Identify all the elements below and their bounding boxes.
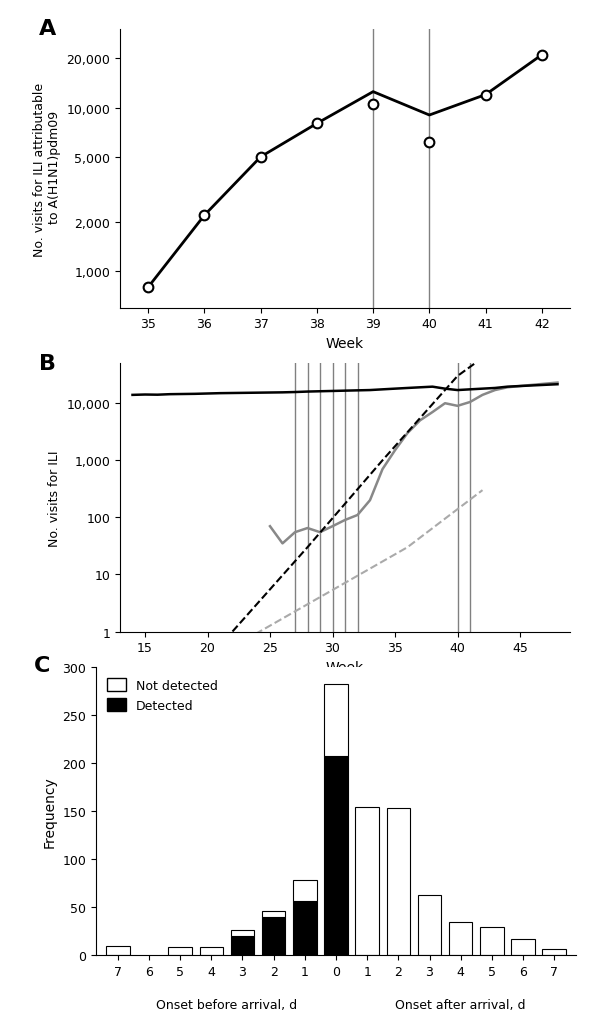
Bar [480,927,503,955]
Bar [262,911,286,917]
Text: C: C [34,656,50,675]
Bar [542,948,566,955]
Bar [325,684,347,756]
Text: Onset before arrival, d: Onset before arrival, d [157,998,298,1011]
Text: B: B [39,353,56,373]
Bar [511,939,535,955]
Bar [169,946,192,955]
Text: A: A [39,19,56,39]
X-axis label: Week: Week [326,337,364,351]
Y-axis label: No. visits for ILI attributable
 to A(H1N1)pdm09: No. visits for ILI attributable to A(H1N… [33,82,61,257]
Y-axis label: Frequency: Frequency [43,775,57,847]
Bar [449,922,472,955]
Y-axis label: No. visits for ILI: No. visits for ILI [48,450,61,546]
Text: Onset after arrival, d: Onset after arrival, d [395,998,526,1011]
Bar [418,895,441,955]
Bar [231,936,254,955]
Bar [106,946,130,955]
Bar [200,946,223,955]
Legend: Not detected, Detected: Not detected, Detected [102,673,223,717]
Bar [293,901,317,955]
Bar [355,808,379,955]
Bar [293,881,317,901]
Bar [231,930,254,936]
X-axis label: Week: Week [326,660,364,674]
Bar [325,756,347,955]
Bar [386,809,410,955]
Bar [262,917,286,955]
